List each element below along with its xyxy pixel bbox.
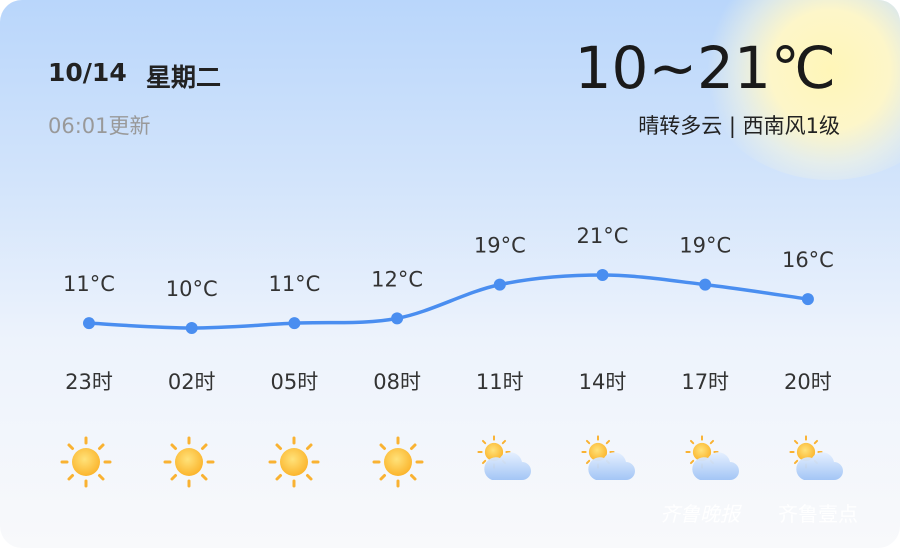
cloudy-icon (686, 436, 739, 480)
hour-label: 05时 (271, 370, 319, 394)
date: 10/14 (48, 58, 127, 87)
watermark: 齐鲁壹点 (778, 502, 858, 526)
sunny-icon (60, 436, 112, 488)
temp-label: 12°C (371, 267, 423, 291)
update-time: 06:01更新 (48, 114, 151, 138)
temp-line (88, 273, 809, 330)
cloudy-icon (582, 436, 635, 480)
temp-point (185, 322, 198, 334)
hour-label: 14时 (579, 370, 627, 394)
weather-description: 晴转多云 | 西南风1级 (638, 114, 840, 138)
temp-point (596, 269, 609, 281)
temp-label: 21°C (577, 224, 629, 248)
watermark: 齐鲁晚报 (660, 502, 740, 526)
temp-point (288, 317, 301, 330)
temp-label: 11°C (63, 272, 115, 296)
sunny-icon (163, 436, 215, 488)
sunny-icon (268, 436, 320, 488)
temp-label: 19°C (474, 234, 526, 258)
hour-label: 17时 (681, 370, 729, 394)
weather-icons (60, 436, 843, 488)
temp-point (801, 293, 814, 306)
temp-point (391, 312, 404, 325)
cloudy-icon (790, 436, 843, 480)
sunny-icon (372, 436, 424, 488)
hour-label: 20时 (784, 370, 832, 394)
hour-label: 08时 (373, 370, 421, 394)
temp-point (83, 317, 95, 330)
hour-label: 11时 (476, 370, 524, 394)
temp-label: 10°C (166, 277, 218, 301)
hour-label: 02时 (168, 370, 216, 394)
weekday: 星期二 (146, 63, 222, 92)
cloudy-icon (478, 436, 531, 480)
temp-range: 10~21℃ (574, 34, 836, 102)
temp-label: 11°C (268, 272, 320, 296)
hour-label: 23时 (65, 370, 113, 394)
temp-point (699, 278, 712, 291)
temp-label: 19°C (679, 234, 731, 258)
temp-point (493, 278, 506, 291)
temp-label: 16°C (782, 248, 834, 272)
